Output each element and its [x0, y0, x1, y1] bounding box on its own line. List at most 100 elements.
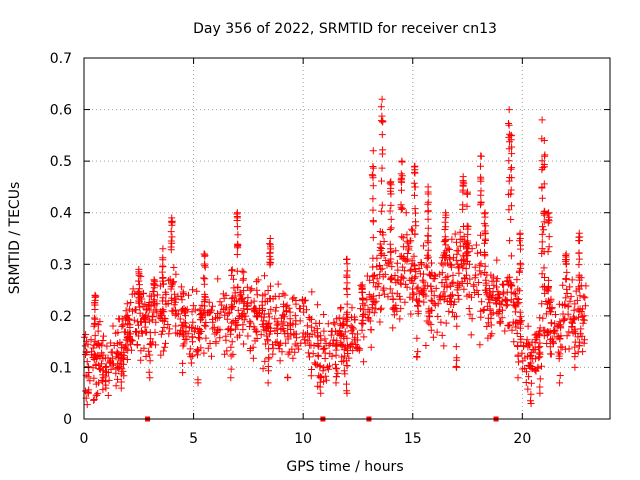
data-point: [197, 311, 205, 319]
data-point: [145, 347, 153, 355]
data-point: [354, 336, 362, 344]
data-point: [165, 330, 173, 338]
data-point: [193, 287, 201, 295]
data-point: [169, 278, 177, 286]
data-point: [168, 307, 176, 315]
data-point: [507, 252, 515, 260]
data-point: [370, 279, 378, 287]
data-point: [246, 323, 254, 330]
data-point: [254, 313, 261, 321]
data-point: [110, 360, 117, 368]
data-point: [171, 298, 179, 306]
data-point: [303, 306, 310, 314]
data-point: [308, 288, 316, 296]
data-point: [445, 307, 453, 315]
data-point: [314, 352, 322, 360]
data-point: [316, 362, 324, 370]
data-point: [501, 327, 509, 335]
data-point: [379, 231, 387, 239]
data-point: [387, 248, 395, 256]
data-point: [291, 312, 299, 320]
data-point: [518, 349, 526, 357]
data-point: [497, 318, 504, 326]
data-point: [552, 311, 559, 318]
data-point: [517, 245, 524, 253]
data-point: [234, 306, 242, 314]
data-point: [157, 312, 165, 319]
data-point: [82, 331, 90, 338]
data-point: [244, 294, 252, 302]
data-point: [104, 392, 112, 399]
data-point: [418, 260, 425, 268]
data-point: [92, 391, 100, 399]
data-point: [483, 291, 491, 299]
data-point: [387, 178, 395, 186]
data-point: [377, 103, 385, 111]
data-point: [415, 289, 423, 297]
data-point: [538, 184, 546, 192]
data-point: [403, 231, 411, 239]
data-point: [477, 260, 485, 268]
data-point: [243, 283, 251, 291]
data-point: [575, 261, 583, 269]
data-point: [317, 374, 325, 381]
data-point: [513, 295, 521, 302]
data-point: [505, 120, 512, 127]
data-point: [228, 267, 235, 275]
data-point: [112, 365, 120, 373]
data-point: [422, 262, 430, 270]
data-point: [453, 354, 461, 362]
data-point: [209, 315, 216, 323]
data-point: [497, 300, 505, 308]
data-point: [324, 320, 332, 328]
data-point: [377, 306, 385, 314]
data-point: [445, 246, 453, 253]
data-point: [258, 298, 266, 306]
x-axis: 0 5 10 15 20: [80, 58, 531, 447]
data-point: [436, 270, 444, 278]
data-point: [96, 318, 104, 326]
data-point: [289, 354, 297, 362]
data-point: [347, 341, 355, 348]
data-point: [123, 300, 131, 308]
data-point: [348, 304, 356, 312]
data-point: [546, 343, 554, 351]
data-point: [538, 238, 546, 246]
data-point: [531, 331, 539, 339]
data-point: [161, 343, 169, 351]
data-point: [539, 223, 546, 231]
data-point: [228, 319, 236, 327]
data-point: [424, 183, 432, 191]
data-point: [564, 303, 572, 311]
data-point: [477, 313, 485, 321]
data-point: [399, 263, 407, 271]
chart-title: Day 356 of 2022, SRMTID for receiver cn1…: [193, 21, 497, 37]
data-point: [320, 311, 328, 318]
data-point: [389, 295, 397, 303]
data-point: [229, 318, 237, 326]
data-point: [348, 324, 356, 332]
data-point: [454, 281, 462, 289]
data-point: [266, 235, 274, 242]
data-point: [581, 294, 589, 302]
data-point: [455, 269, 463, 277]
data-point: [459, 173, 467, 181]
data-point: [566, 297, 574, 305]
data-point: [540, 218, 548, 226]
data-point: [378, 177, 385, 185]
y-axis-label: SRMTID / TECUs: [7, 182, 23, 295]
data-point: [536, 389, 544, 397]
data-point: [257, 331, 265, 339]
data-point: [265, 367, 272, 375]
data-point: [538, 116, 546, 124]
data-point: [330, 336, 338, 344]
data-point: [523, 368, 530, 376]
data-point: [477, 231, 484, 239]
data-point: [508, 164, 515, 172]
data-point: [378, 112, 386, 120]
data-point: [527, 390, 535, 398]
data-point: [259, 306, 266, 314]
data-point: [291, 340, 299, 348]
data-point: [448, 263, 455, 271]
data-point: [544, 248, 552, 256]
